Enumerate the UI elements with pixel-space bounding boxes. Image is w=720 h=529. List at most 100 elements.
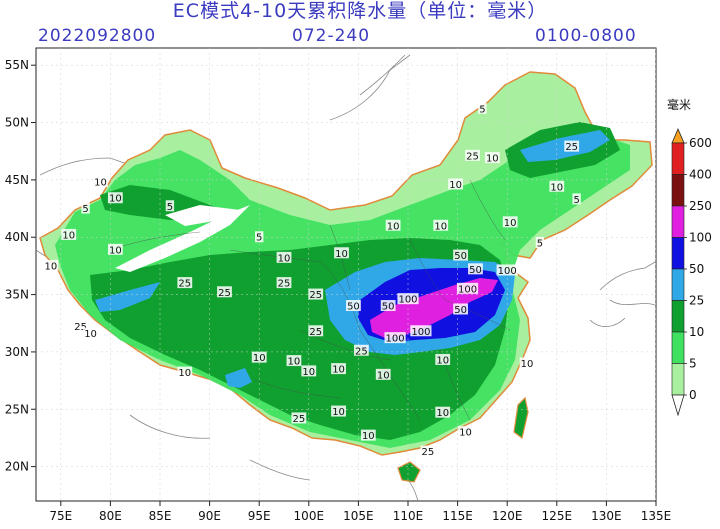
contour-label-bg — [83, 327, 98, 339]
contour-label-bg — [453, 249, 468, 261]
contour-label: 10 — [521, 359, 534, 370]
time-range-label: 0100-0800 — [535, 26, 637, 46]
contour-label-bg — [564, 140, 580, 152]
legend-level-label: 25 — [689, 294, 704, 308]
contour-label-bg — [331, 363, 346, 375]
contour-label: 25 — [278, 279, 291, 290]
contour-label-bg — [255, 231, 264, 243]
legend-unit-label: 毫米 — [667, 98, 692, 112]
contour-label: 10 — [387, 221, 400, 232]
contour-label-bg — [535, 236, 545, 248]
no-rain-patch-2 — [165, 205, 240, 226]
map-grid — [36, 48, 656, 501]
contour-label: 10 — [109, 194, 122, 205]
lon-tick-label: 115E — [442, 509, 473, 523]
contour-label: 25 — [565, 142, 578, 153]
contour-label: 25 — [309, 327, 322, 338]
contour-label-bg — [410, 325, 432, 337]
contour-label: 5 — [537, 238, 543, 249]
contour-label: 25 — [74, 322, 87, 333]
contour-label-bg — [448, 178, 464, 190]
contour-label: 10 — [504, 218, 517, 229]
lat-tick-label: 35N — [5, 288, 29, 302]
contour-label-bg — [549, 180, 565, 192]
legend-swatch — [671, 174, 685, 207]
legend-level-label: 400 — [689, 168, 712, 182]
contour-label-bg — [165, 200, 175, 212]
neighbour-borders — [36, 54, 656, 501]
legend-level-label: 0 — [689, 388, 697, 402]
legend-swatch — [671, 363, 685, 396]
contour-label-bg — [420, 445, 436, 457]
legend-level-label: 250 — [689, 199, 712, 213]
lon-tick-label: 110E — [393, 509, 424, 523]
contour-label-bg — [334, 247, 349, 259]
contour-label-bg — [43, 259, 59, 271]
contour-label-bg — [276, 251, 292, 263]
contour-label-bg — [435, 406, 451, 418]
contour-label-bg — [61, 228, 77, 240]
contour-label-bg — [465, 149, 480, 161]
contour-label-bg — [217, 286, 232, 298]
contour-label: 5 — [256, 233, 262, 244]
init-time-label: 2022092800 — [38, 26, 157, 46]
lat-tick-label: 25N — [5, 402, 29, 416]
map-title: EC模式4-10天累积降水量（单位：毫米） — [172, 0, 548, 22]
lon-tick-label: 75E — [49, 509, 72, 523]
legend-swatch — [671, 142, 685, 175]
contour-label: 100 — [398, 295, 417, 306]
contour-label: 10 — [278, 253, 291, 264]
contour-label-bg — [286, 355, 302, 367]
legend-bottom-arrow — [671, 394, 685, 417]
contour-label: 50 — [469, 265, 482, 276]
contour-label-bg — [301, 365, 317, 377]
contour-label-bg — [385, 219, 401, 231]
contour-label-bg — [276, 277, 292, 289]
lon-tick-label: 125E — [542, 509, 573, 523]
contour-label-bg — [496, 264, 518, 276]
contour-label-bg — [397, 293, 419, 305]
contour-label: 10 — [550, 182, 563, 193]
contour-label: 25 — [293, 414, 306, 425]
contour-label: 50 — [382, 302, 395, 313]
contour-label: 10 — [94, 178, 107, 189]
contour-label-bg — [353, 344, 369, 356]
contour-label: 10 — [253, 353, 266, 364]
lat-tick-label: 30N — [5, 345, 29, 359]
contour-label: 100 — [411, 327, 430, 338]
legend-level-label: 100 — [689, 231, 712, 245]
contour-label-bg — [251, 351, 267, 363]
contour-label-bg — [107, 243, 123, 255]
contour-label-bg — [519, 357, 535, 369]
contour-label: 10 — [332, 407, 345, 418]
no-rain-patch — [115, 205, 250, 272]
contour-label-bg — [468, 263, 483, 275]
contour-label: 5 — [167, 202, 173, 213]
contour-label: 50 — [347, 302, 360, 313]
contour-label: 10 — [436, 355, 449, 366]
contour-label-bg — [375, 368, 391, 380]
contour-label: 10 — [362, 431, 375, 442]
legend-level-label: 5 — [689, 357, 697, 371]
contour-label: 50 — [454, 305, 467, 316]
contour-label-bg — [308, 288, 324, 300]
legend-swatch — [671, 205, 685, 238]
province-borders — [109, 179, 511, 421]
contour-label: 100 — [498, 266, 517, 277]
contour-label-bg — [331, 405, 346, 417]
contour-label-bg — [478, 102, 487, 114]
contour-label-bg — [177, 277, 193, 289]
contour-label: 10 — [332, 365, 345, 376]
contour-label-bg — [360, 429, 376, 441]
contour-label: 10 — [178, 368, 191, 379]
contour-label-bg — [73, 320, 89, 332]
lat-tick-label: 55N — [5, 58, 29, 72]
axis-ticks: 55N 50N 45N 40N 35N 30N 25N 20N 75E 80E 85E 90E 95E 1… — [5, 58, 672, 523]
legend-swatch — [671, 300, 685, 333]
lon-tick-label: 105E — [343, 509, 374, 523]
contour-label-bg — [93, 176, 108, 188]
contour-label-bg — [291, 412, 307, 424]
contour-label: 10 — [436, 408, 449, 419]
